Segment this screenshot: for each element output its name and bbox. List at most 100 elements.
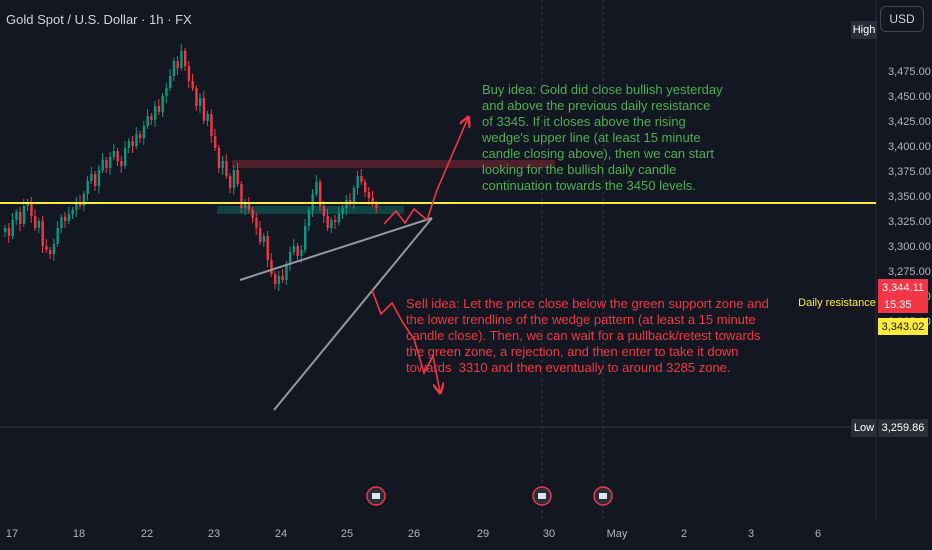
candle-body: [154, 106, 157, 120]
candle-body: [367, 192, 371, 198]
candle-body: [41, 221, 44, 246]
candle-body: [322, 206, 326, 216]
candle-body: [289, 252, 292, 264]
last-price-tag: 3,344.11: [878, 279, 928, 296]
low-value-tag: 3,259.86: [878, 419, 928, 437]
candle-body: [157, 106, 161, 112]
wedge-lower-trendline: [273, 217, 433, 411]
candle-body: [341, 208, 344, 214]
x-tick-label: 24: [275, 528, 287, 540]
candle-body: [105, 160, 108, 168]
sell-projection-arrow: [371, 289, 440, 392]
us-flag-event-icon-glyph: [599, 493, 607, 499]
candle-body: [165, 88, 168, 96]
y-tick-label: 3,400.00: [888, 141, 931, 153]
candle-body: [371, 198, 374, 204]
y-tick-label: 3,375.00: [888, 166, 931, 178]
x-tick-label: 18: [73, 528, 85, 540]
us-flag-event-icon-glyph: [538, 493, 546, 499]
candle-body: [56, 228, 59, 244]
candle-body: [67, 214, 71, 221]
candle-body: [90, 174, 93, 181]
candle-body: [11, 220, 14, 236]
candle-body: [206, 114, 209, 121]
candle-body: [375, 204, 378, 208]
x-tick-label: 3: [748, 528, 754, 540]
candle-body: [34, 216, 37, 228]
y-tick-label: 3,425.00: [888, 116, 931, 128]
candle-body: [270, 260, 273, 274]
y-tick-label: 3,350.00: [888, 191, 931, 203]
candle-body: [266, 236, 269, 260]
x-tick-label: 25: [341, 528, 353, 540]
flash-event-icon-glyph: [372, 493, 380, 499]
candle-body: [352, 188, 356, 204]
buy-projection-arrow: [383, 118, 468, 225]
candle-body: [82, 194, 86, 206]
candle-body: [244, 204, 247, 208]
candle-body: [139, 134, 142, 138]
support-zone: [217, 206, 404, 214]
candle-body: [52, 244, 56, 254]
daily-resistance-label: Daily resistance: [798, 297, 876, 309]
candle-body: [120, 161, 123, 166]
candle-body: [49, 250, 52, 254]
candle-body: [300, 250, 303, 256]
candle-body: [199, 98, 202, 106]
candle-body: [251, 210, 254, 218]
candle-body: [240, 184, 243, 208]
candle-body: [146, 116, 149, 126]
x-tick-label: 26: [408, 528, 420, 540]
candle-body: [30, 202, 33, 216]
candle-body: [191, 81, 194, 88]
x-tick-label: 29: [477, 528, 489, 540]
candle-body: [187, 66, 191, 81]
candle-body: [307, 210, 311, 226]
candle-body: [184, 51, 187, 66]
candle-body: [26, 202, 29, 206]
candle-body: [124, 148, 127, 166]
candle-body: [315, 182, 318, 194]
grid-lines: [0, 0, 877, 520]
y-tick-label: 3,325.00: [888, 216, 931, 228]
candle-body: [232, 170, 236, 188]
resistance-zone: [232, 160, 555, 168]
x-tick-label: 2: [681, 528, 687, 540]
time-axis: 17 18 22 23 24 25 26 29 30 May 2 3 6: [6, 528, 821, 540]
y-tick-label: 3,275.00: [888, 266, 931, 278]
candle-body: [210, 114, 213, 136]
candle-body: [22, 206, 26, 224]
currency-button[interactable]: USD: [880, 6, 924, 32]
candle-body: [229, 176, 232, 188]
candle-body: [109, 157, 112, 168]
candle-body: [71, 210, 74, 214]
y-tick-label: 3,450.00: [888, 91, 931, 103]
candle-body: [326, 216, 329, 228]
candle-body: [319, 182, 322, 206]
candle-body: [345, 200, 348, 208]
candle-body: [334, 220, 337, 222]
candle-body: [75, 202, 78, 210]
candle-body: [4, 228, 7, 232]
candle-body: [285, 264, 288, 280]
candle-body: [169, 76, 172, 88]
candle-body: [304, 226, 307, 250]
candle-body: [360, 176, 363, 182]
candle-body: [150, 116, 153, 120]
wedge-upper-trendline: [239, 217, 433, 281]
sell-idea-note: Sell idea: Let the price close below the…: [406, 296, 769, 375]
candle-body: [64, 217, 67, 221]
candle-body: [281, 276, 284, 280]
candle-body: [195, 88, 198, 106]
candle-body: [356, 176, 359, 188]
candle-body: [337, 214, 341, 222]
candle-body: [259, 228, 262, 242]
candle-body: [172, 61, 176, 76]
candle-body: [277, 276, 281, 284]
candle-body: [221, 161, 224, 168]
x-tick-label: 23: [208, 528, 220, 540]
low-tag: Low: [851, 419, 877, 437]
candle-body: [101, 160, 104, 170]
